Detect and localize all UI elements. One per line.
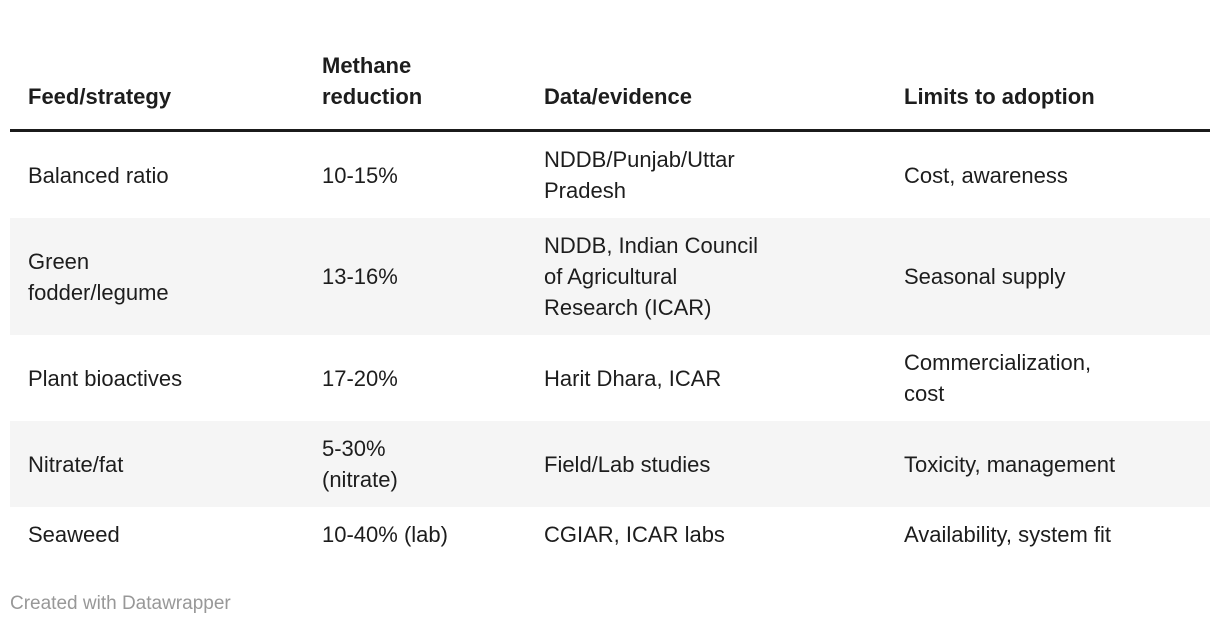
datawrapper-table-chart: Feed/strategy Methane reduction Data/evi… [10, 0, 1210, 562]
cell-feed-strategy: Seaweed [28, 522, 120, 547]
cell-feed-strategy: Green fodder/legume [28, 248, 169, 305]
feed-strategy-table: Feed/strategy Methane reduction Data/evi… [10, 0, 1210, 562]
table-row-seaweed: Seaweed 10-40% (lab) CGIAR, ICAR labs Av… [10, 507, 1210, 562]
cell-limits-to-adoption: Commercialization, cost [904, 350, 1092, 406]
cell-data-evidence: CGIAR, ICAR labs [544, 522, 725, 547]
table-row-nitrate-fat: Nitrate/fat 5-30% (nitrate) Field/Lab st… [10, 421, 1210, 507]
cell-data-evidence: Harit Dhara, ICAR [544, 365, 722, 391]
cell-limits-to-adoption: Cost, awareness [904, 162, 1068, 188]
cell-limits-to-adoption: Seasonal supply [904, 264, 1066, 289]
table-row-green-fodder: Green fodder/legume 13-16% NDDB, Indian … [10, 218, 1210, 335]
column-header-methane-reduction: Methane reduction [322, 0, 544, 132]
cell-methane-reduction: 5-30% (nitrate) [322, 436, 398, 492]
cell-limits-to-adoption: Availability, system fit [904, 522, 1112, 547]
cell-methane-reduction: 10-40% (lab) [322, 522, 448, 547]
datawrapper-attribution-link[interactable]: Created with Datawrapper [10, 593, 231, 614]
cell-methane-reduction: 10-15% [322, 162, 398, 188]
header-row: Feed/strategy Methane reduction Data/evi… [10, 0, 1210, 132]
table-body: Balanced ratio 10-15% NDDB/Punjab/Uttar … [10, 131, 1210, 563]
table-row-plant-bioactives: Plant bioactives 17-20% Harit Dhara, ICA… [10, 335, 1210, 421]
column-header-data-evidence: Data/evidence [544, 0, 904, 132]
column-header-feed-strategy: Feed/strategy [10, 0, 322, 132]
cell-feed-strategy: Plant bioactives [28, 365, 183, 391]
table-row-balanced-ratio: Balanced ratio 10-15% NDDB/Punjab/Uttar … [10, 131, 1210, 219]
cell-data-evidence: Field/Lab studies [544, 451, 711, 477]
cell-limits-to-adoption: Toxicity, management [904, 451, 1116, 477]
cell-feed-strategy: Nitrate/fat [28, 451, 124, 477]
cell-methane-reduction: 17-20% [322, 365, 398, 391]
table-header: Feed/strategy Methane reduction Data/evi… [10, 0, 1210, 132]
cell-data-evidence: NDDB/Punjab/Uttar Pradesh [544, 147, 735, 203]
column-header-limits-to-adoption: Limits to adoption [904, 0, 1210, 132]
cell-feed-strategy: Balanced ratio [28, 162, 169, 188]
cell-methane-reduction: 13-16% [322, 264, 398, 289]
cell-data-evidence: NDDB, Indian Council of Agricultural Res… [544, 233, 758, 320]
